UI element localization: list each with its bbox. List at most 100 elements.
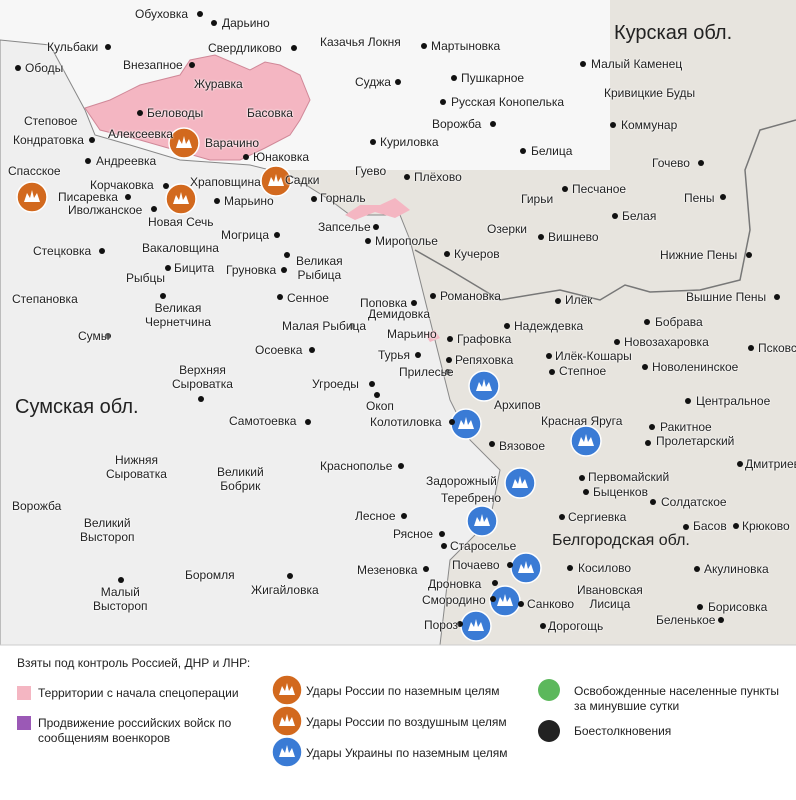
- place-dot: [281, 267, 287, 273]
- place-label: Внезапное: [123, 58, 183, 72]
- place-label: Гуево: [355, 164, 387, 178]
- place-label: Лесное: [355, 509, 396, 523]
- place-dot: [374, 392, 380, 398]
- place-label: Варачино: [205, 136, 260, 150]
- place-label: Ободы: [25, 61, 64, 75]
- place-label: Суджа: [355, 75, 391, 89]
- place-label: Марьино: [224, 194, 274, 208]
- place-label: Новая Сечь: [148, 215, 214, 229]
- place-label: Сергиевка: [568, 510, 627, 524]
- place-label: Дроновка: [428, 577, 482, 591]
- place-dot: [451, 75, 457, 81]
- place-label: Кондратовка: [13, 133, 84, 147]
- place-dot: [165, 265, 171, 271]
- place-label: Садки: [285, 173, 320, 187]
- place-dot: [614, 339, 620, 345]
- place-dot: [642, 364, 648, 370]
- place-label: Нижние Пены: [660, 248, 738, 262]
- place-dot: [214, 198, 220, 204]
- place-dot: [99, 248, 105, 254]
- place-dot: [457, 621, 463, 627]
- place-label: Сумы: [78, 329, 110, 343]
- place-label: Акулиновка: [704, 562, 769, 576]
- place-label: Малый Каменец: [591, 57, 683, 71]
- ukrainian-strike-glyph: [578, 434, 594, 446]
- place-dot: [650, 499, 656, 505]
- place-label: Великая Чернетчина: [145, 301, 211, 329]
- place-dot: [546, 353, 552, 359]
- place-label: Мезеновка: [357, 563, 418, 577]
- place-label: Илёк: [565, 293, 593, 307]
- place-dot: [421, 43, 427, 49]
- place-dot: [579, 475, 585, 481]
- place-label: Корчаковка: [90, 178, 154, 192]
- place-label: Писаревка: [58, 190, 118, 204]
- place-label: Великий Бобрик: [217, 465, 264, 493]
- controlled-area: [425, 330, 440, 342]
- place-label: Окоп: [366, 399, 394, 413]
- place-dot: [683, 524, 689, 530]
- place-label: Первомайский: [588, 470, 670, 484]
- place-label: Прилесье: [399, 365, 454, 379]
- place-dot: [610, 122, 616, 128]
- controlled-area: [345, 198, 410, 220]
- place-label: Великая Рыбица: [296, 254, 343, 282]
- place-label: Запселье: [318, 220, 371, 234]
- place-label: Бицита: [174, 261, 215, 275]
- place-label: Марьино: [387, 327, 437, 341]
- place-dot: [685, 398, 691, 404]
- place-dot: [365, 238, 371, 244]
- place-dot: [649, 424, 655, 430]
- place-label: Поповка: [360, 296, 408, 310]
- russian-strike-glyph: [176, 136, 192, 148]
- place-label: Жигайловка: [251, 583, 319, 597]
- place-dot: [423, 566, 429, 572]
- place-dot: [440, 99, 446, 105]
- place-label: Спасское: [8, 164, 61, 178]
- place-dot: [490, 121, 496, 127]
- place-label: Вязовое: [499, 439, 545, 453]
- place-label: Коммунар: [621, 118, 678, 132]
- place-label: Мартыновка: [431, 39, 501, 53]
- place-label: Самотоевка: [229, 414, 297, 428]
- place-label: Степное: [559, 364, 607, 378]
- place-label: Архипов: [494, 398, 541, 412]
- place-dot: [373, 224, 379, 230]
- place-label: Малый Выстороп: [93, 585, 148, 613]
- place-label: Репяховка: [455, 353, 514, 367]
- place-label: Юнаковка: [253, 150, 310, 164]
- legend-item: Удары России по воздушным целям: [306, 715, 507, 729]
- place-dot: [562, 186, 568, 192]
- place-label: Русская Конопелька: [451, 95, 565, 109]
- place-dot: [291, 45, 297, 51]
- place-dot: [277, 294, 283, 300]
- place-dot: [411, 300, 417, 306]
- place-dot: [243, 154, 249, 160]
- place-label: Вышние Пены: [686, 290, 767, 304]
- place-dot: [507, 562, 513, 568]
- place-label: Плёхово: [414, 170, 462, 184]
- place-dot: [197, 11, 203, 17]
- place-dot: [612, 213, 618, 219]
- place-label: Боромля: [185, 568, 235, 582]
- place-label: Беленькое: [656, 613, 716, 627]
- place-dot: [305, 419, 311, 425]
- place-dot: [85, 158, 91, 164]
- place-dot: [444, 251, 450, 257]
- place-label: Песчаное: [572, 182, 627, 196]
- place-label: Красная Яруга: [541, 414, 623, 428]
- place-label: Графовка: [457, 332, 512, 346]
- russian-strike-glyph: [268, 174, 284, 186]
- legend-icon-glyph: [279, 714, 295, 726]
- place-label: Теребрено: [441, 491, 502, 505]
- place-dot: [160, 293, 166, 299]
- place-dot: [439, 531, 445, 537]
- place-dot: [583, 489, 589, 495]
- legend-icon-glyph: [279, 745, 295, 757]
- place-dot: [446, 357, 452, 363]
- place-dot: [737, 461, 743, 467]
- russian-strike-glyph: [173, 192, 189, 204]
- legend-swatch: [17, 716, 31, 730]
- place-label: Кучеров: [454, 247, 500, 261]
